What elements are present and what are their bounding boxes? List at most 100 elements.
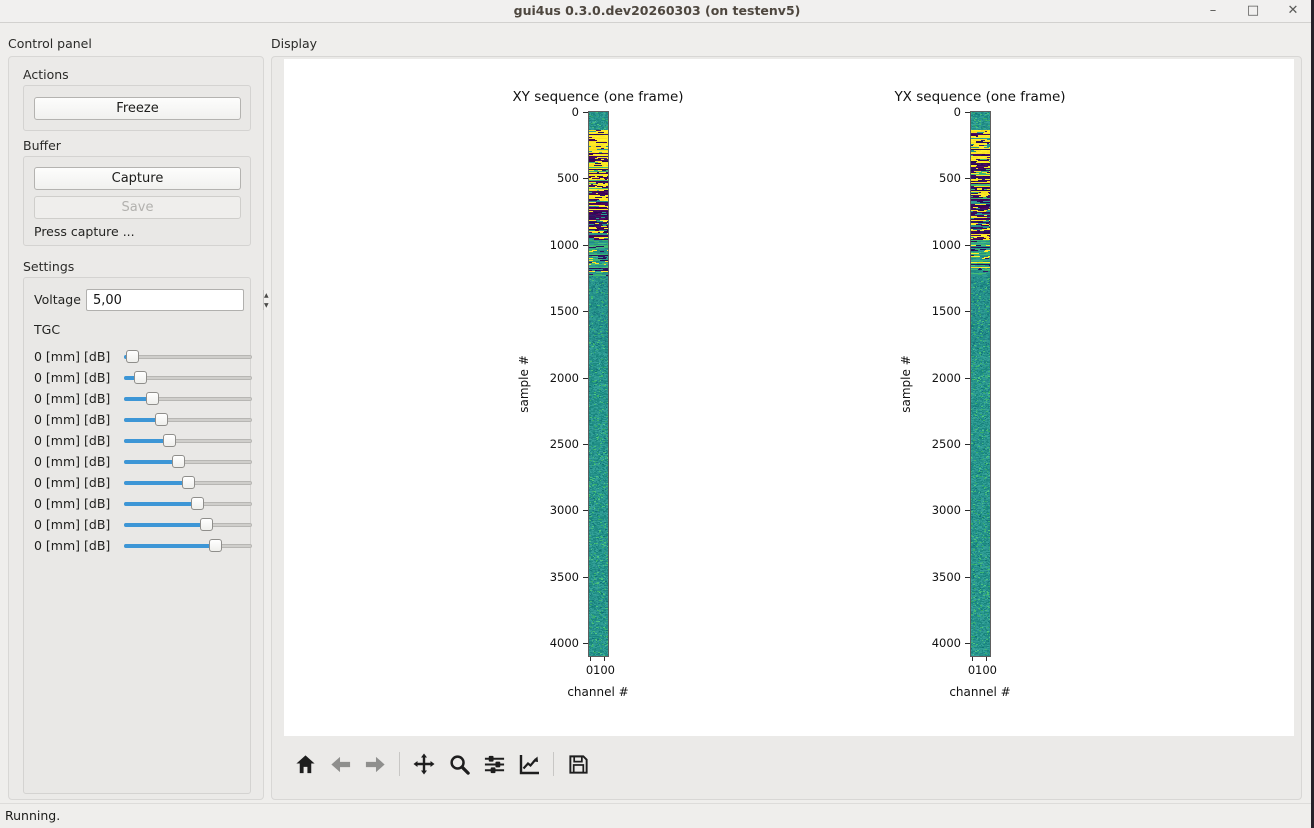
tgc-slider-label: 0 [mm] [dB] <box>34 433 111 448</box>
customize-icon[interactable] <box>516 751 542 777</box>
y-tick-mark <box>965 576 970 578</box>
tgc-slider-label: 0 [mm] [dB] <box>34 370 111 385</box>
voltage-input[interactable] <box>87 290 263 310</box>
x-tick-mark <box>986 657 987 661</box>
tgc-slider[interactable] <box>124 346 252 367</box>
freeze-button[interactable]: Freeze <box>34 97 241 120</box>
y-tick-mark <box>583 112 588 113</box>
save-button[interactable]: Save <box>34 196 241 219</box>
y-tick-mark <box>965 444 970 445</box>
titlebar: gui4us 0.3.0.dev20260303 (on testenv5) –… <box>0 0 1314 23</box>
home-icon[interactable] <box>292 751 318 777</box>
y-tick-label: 1000 <box>549 237 579 252</box>
forward-icon[interactable] <box>362 751 388 777</box>
y-tick-label: 3000 <box>931 503 961 518</box>
tgc-slider-label: 0 [mm] [dB] <box>34 496 111 511</box>
slider-fill <box>124 502 194 506</box>
actions-group: Freeze <box>23 85 251 131</box>
y-tick-label: 3500 <box>549 569 579 584</box>
actions-group-label: Actions <box>23 67 69 82</box>
control-panel-label: Control panel <box>8 36 92 51</box>
tgc-row: 0 [mm] [dB] <box>34 472 252 493</box>
control-panel: Actions Freeze Buffer Capture Save Press… <box>8 56 269 800</box>
voltage-label: Voltage <box>34 292 81 307</box>
x-tick-label: 0 <box>967 663 976 677</box>
slider-handle[interactable] <box>191 497 204 510</box>
y-tick-label: 2000 <box>549 370 579 385</box>
tgc-row: 0 [mm] [dB] <box>34 493 252 514</box>
tgc-slider[interactable] <box>124 451 252 472</box>
display-panel: XY sequence (one frame) sample # channel… <box>271 56 1302 800</box>
tgc-slider-label: 0 [mm] [dB] <box>34 412 111 427</box>
y-axis-label: sample # <box>517 355 531 413</box>
capture-button[interactable]: Capture <box>34 167 241 190</box>
slider-fill <box>124 460 175 464</box>
zoom-icon[interactable] <box>446 751 472 777</box>
tgc-slider[interactable] <box>124 472 252 493</box>
tgc-label: TGC <box>34 322 61 337</box>
x-axis-label: channel # <box>949 685 1011 699</box>
y-tick-mark <box>583 244 588 246</box>
spin-up-icon[interactable]: ▲ <box>264 291 269 299</box>
y-tick-label: 2000 <box>931 370 961 385</box>
tgc-slider[interactable] <box>124 493 252 514</box>
voltage-spinbox: ▲ ▼ <box>86 289 269 311</box>
tgc-slider[interactable] <box>124 388 252 409</box>
plot-area: XY sequence (one frame) sample # channel… <box>284 59 1294 736</box>
slider-handle[interactable] <box>200 518 213 531</box>
tgc-slider[interactable] <box>124 367 252 388</box>
x-tick-mark <box>604 657 605 661</box>
y-tick-mark <box>965 112 970 113</box>
y-tick-label: 0 <box>571 105 579 119</box>
y-tick-label: 3000 <box>549 503 579 518</box>
y-tick-label: 2500 <box>931 437 961 451</box>
minimize-icon[interactable]: – <box>1209 3 1217 18</box>
window-title: gui4us 0.3.0.dev20260303 (on testenv5) <box>513 3 801 18</box>
tgc-slider[interactable] <box>124 535 252 556</box>
y-tick-label: 0 <box>953 105 961 119</box>
y-tick-mark <box>965 311 970 313</box>
pan-icon[interactable] <box>411 751 437 777</box>
y-tick-mark <box>583 311 588 313</box>
tgc-row: 0 [mm] [dB] <box>34 388 252 409</box>
buffer-group: Capture Save Press capture ... <box>23 156 251 246</box>
y-tick-label: 4000 <box>549 636 579 651</box>
slider-fill <box>124 523 203 527</box>
slider-handle[interactable] <box>155 413 168 426</box>
subplots-icon[interactable] <box>481 751 507 777</box>
voltage-spin-buttons: ▲ ▼ <box>263 290 269 310</box>
tgc-slider-label: 0 [mm] [dB] <box>34 517 111 532</box>
back-icon[interactable] <box>327 751 353 777</box>
heatmap-canvas[interactable] <box>971 112 990 656</box>
x-tick-label: 0 <box>585 663 594 677</box>
y-tick-label: 500 <box>557 171 579 186</box>
y-tick-mark <box>583 444 588 445</box>
tgc-slider[interactable] <box>124 409 252 430</box>
save-icon[interactable] <box>565 751 591 777</box>
close-icon[interactable]: ✕ <box>1287 3 1299 18</box>
toolbar-separator <box>553 752 554 776</box>
tgc-slider[interactable] <box>124 430 252 451</box>
y-tick-mark <box>965 643 970 645</box>
x-tick-mark <box>589 657 591 661</box>
tgc-slider-label: 0 [mm] [dB] <box>34 391 111 406</box>
slider-handle[interactable] <box>134 371 147 384</box>
spin-down-icon[interactable]: ▼ <box>264 301 269 309</box>
tgc-slider[interactable] <box>124 514 252 535</box>
heatmap-canvas[interactable] <box>589 112 608 656</box>
slider-handle[interactable] <box>126 350 139 363</box>
y-tick-mark <box>965 178 970 180</box>
y-tick-mark <box>583 576 588 578</box>
slider-track[interactable] <box>124 355 252 359</box>
slider-handle[interactable] <box>163 434 176 447</box>
tgc-slider-label: 0 [mm] [dB] <box>34 475 111 490</box>
maximize-icon[interactable]: □ <box>1246 3 1260 18</box>
tgc-row: 0 [mm] [dB] <box>34 367 252 388</box>
slider-handle[interactable] <box>182 476 195 489</box>
plot-title: YX sequence (one frame) <box>894 89 1066 105</box>
slider-handle[interactable] <box>146 392 159 405</box>
tgc-row: 0 [mm] [dB] <box>34 514 252 535</box>
slider-handle[interactable] <box>172 455 185 468</box>
slider-handle[interactable] <box>209 539 222 552</box>
